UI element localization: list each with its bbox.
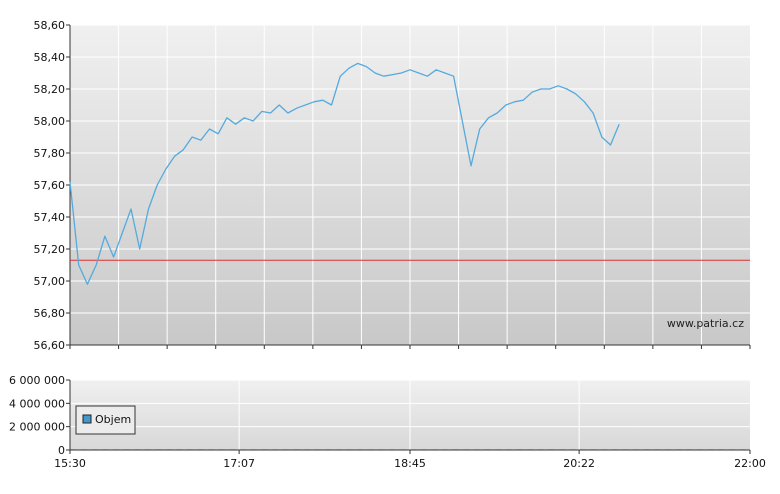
price-series-line: [69, 62, 620, 285]
x-tick-label: 17:07: [223, 457, 255, 470]
volume-y-tick-label: 4 000 000: [9, 397, 65, 410]
volume-legend: [75, 405, 136, 435]
price-y-tick-label: 58,40: [34, 51, 66, 64]
watermark-text: www.patria.cz: [667, 317, 744, 330]
price-y-tick-label: 57,80: [34, 147, 66, 160]
volume-panel: 6 000 000 4 000 000 2 000 000 015:30 17:07 18…: [9, 374, 766, 470]
price-y-tick-label: 57,00: [34, 275, 66, 288]
price-y-tick-label: 58,60: [34, 19, 66, 32]
legend-swatch: [82, 414, 92, 424]
x-tick-label: 15:30: [54, 457, 86, 470]
price-y-tick-label: 57,40: [34, 211, 66, 224]
volume-y-tick-label: 2 000 000: [9, 421, 65, 434]
x-tick-label: 22:00: [734, 457, 766, 470]
price-y-tick-label: 57,20: [34, 243, 66, 256]
x-tick-label: 20:22: [563, 457, 595, 470]
x-tick-label: 18:45: [394, 457, 426, 470]
legend-label: Objem: [95, 413, 131, 426]
volume-y-tick-label: 6 000 000: [9, 374, 65, 387]
price-y-tick-label: 56,80: [34, 307, 66, 320]
price-panel: 58,60 58,40 58,20 58,00 57,80 57,60 57,40 57,20…: [34, 19, 751, 352]
price-y-tick-label: 56,60: [34, 339, 66, 352]
price-y-tick-label: 57,60: [34, 179, 66, 192]
price-y-tick-label: 58,00: [34, 115, 66, 128]
volume-y-tick-label: 0: [58, 444, 65, 457]
price-y-tick-label: 58,20: [34, 83, 66, 96]
